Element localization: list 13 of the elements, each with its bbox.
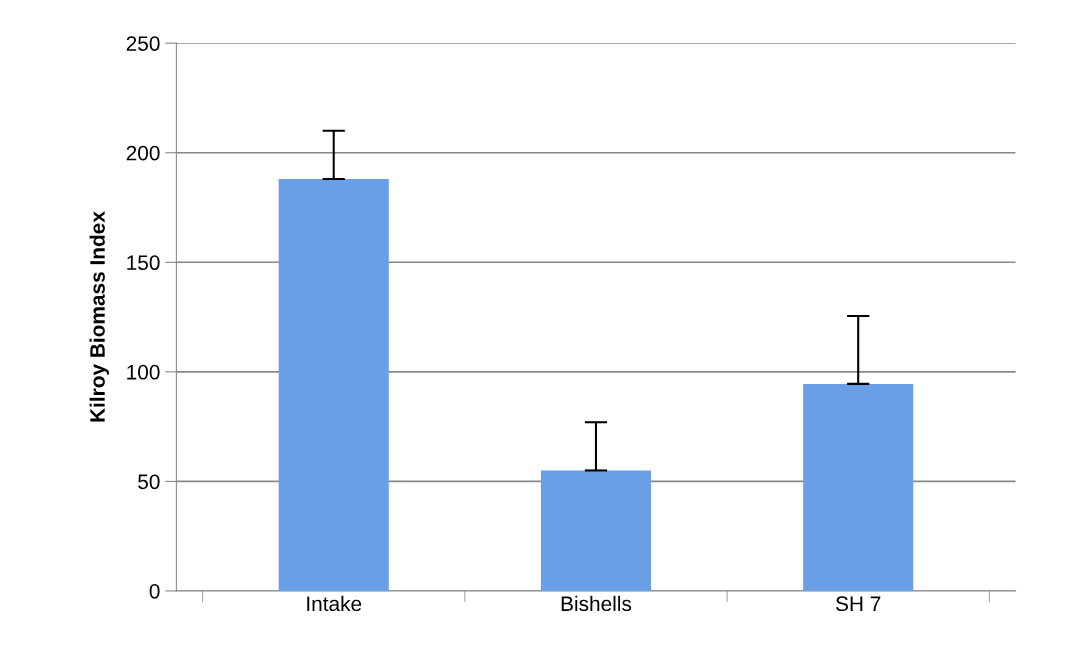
bar — [803, 383, 914, 591]
y-tick-label: 150 — [127, 255, 160, 271]
x-tick-label: Bishells — [561, 595, 632, 612]
x-tick-label: Intake — [307, 595, 362, 612]
y-tick-label: 250 — [126, 36, 160, 51]
x-tick-label: SH 7 — [836, 596, 881, 612]
bar — [540, 470, 652, 591]
y-tick-label: 50 — [138, 474, 160, 490]
y-axis-title: Kilroy Biomass Index — [89, 211, 109, 422]
y-tick-label: 0 — [149, 583, 160, 599]
y-tick-label: 100 — [127, 364, 160, 380]
bar — [278, 179, 389, 591]
y-tick-label: 200 — [126, 145, 160, 161]
